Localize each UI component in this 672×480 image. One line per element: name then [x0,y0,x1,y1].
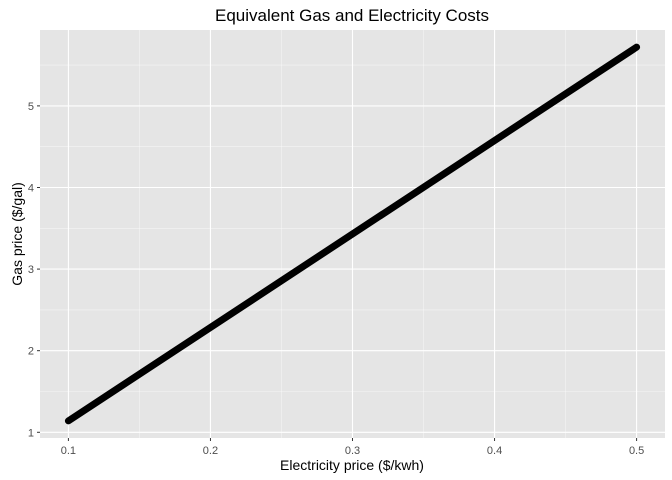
y-tick-label: 2 [28,346,34,358]
y-tick-label: 5 [28,101,34,113]
y-axis: 1 2 3 4 5 [28,101,40,439]
gridlines [40,30,665,438]
series-line [64,43,641,425]
x-tick-label: 0.2 [203,445,218,457]
y-tick-label: 3 [28,264,34,276]
series-layer [64,43,641,425]
y-tick-label: 1 [28,427,34,439]
x-tick-label: 0.5 [629,445,644,457]
x-tick-label: 0.4 [487,445,502,457]
x-axis-title: Electricity price ($/kwh) [280,457,424,473]
x-tick-label: 0.3 [345,445,360,457]
chart-title: Equivalent Gas and Electricity Costs [215,6,489,25]
y-axis-title: Gas price ($/gal) [9,182,25,285]
x-axis: 0.1 0.2 0.3 0.4 0.5 [61,438,644,457]
x-tick-label: 0.1 [61,445,76,457]
y-tick-label: 4 [28,182,34,194]
